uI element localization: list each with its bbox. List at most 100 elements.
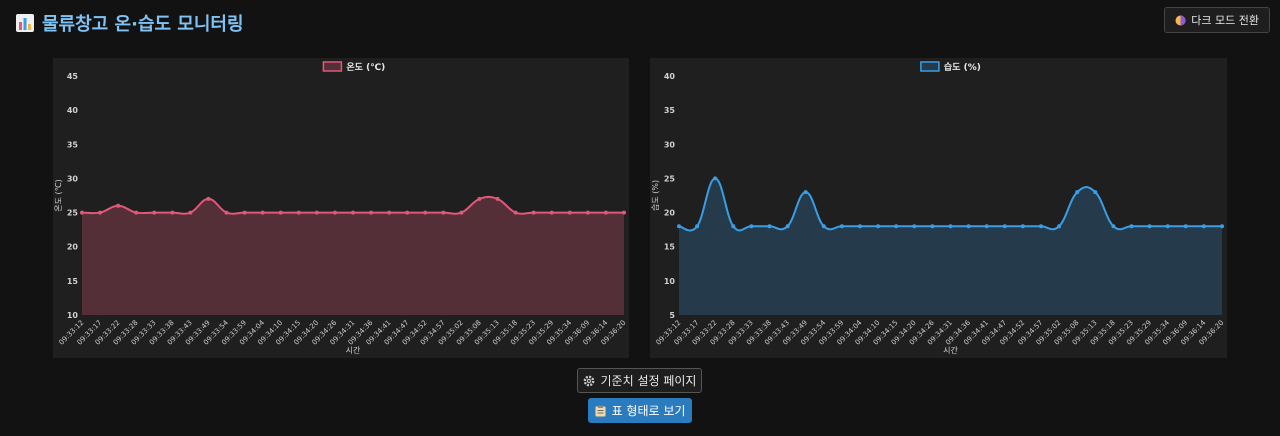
data-point[interactable] bbox=[768, 224, 772, 228]
data-point[interactable] bbox=[188, 211, 192, 215]
page-title: 물류창고 온·습도 모니터링 bbox=[16, 10, 244, 36]
data-point[interactable] bbox=[586, 211, 590, 215]
legend-swatch bbox=[323, 62, 341, 71]
half-moon-icon bbox=[1175, 15, 1186, 26]
data-point[interactable] bbox=[858, 224, 862, 228]
data-point[interactable] bbox=[1039, 224, 1043, 228]
data-point[interactable] bbox=[351, 211, 355, 215]
data-point[interactable] bbox=[152, 211, 156, 215]
data-point[interactable] bbox=[532, 211, 536, 215]
data-point[interactable] bbox=[243, 211, 247, 215]
y-tick-label: 30 bbox=[664, 140, 676, 149]
data-point[interactable] bbox=[116, 204, 120, 208]
data-point[interactable] bbox=[206, 197, 210, 201]
data-point[interactable] bbox=[333, 211, 337, 215]
page-title-text: 물류창고 온·습도 모니터링 bbox=[42, 10, 244, 36]
data-point[interactable] bbox=[677, 224, 681, 228]
data-point[interactable] bbox=[1166, 224, 1170, 228]
legend-swatch bbox=[921, 62, 939, 71]
data-point[interactable] bbox=[822, 224, 826, 228]
x-axis-title: 시간 bbox=[943, 345, 958, 355]
data-point[interactable] bbox=[459, 211, 463, 215]
data-point[interactable] bbox=[279, 211, 283, 215]
y-tick-label: 30 bbox=[67, 174, 79, 183]
data-point[interactable] bbox=[170, 211, 174, 215]
y-tick-label: 45 bbox=[67, 72, 79, 81]
data-point[interactable] bbox=[1202, 224, 1206, 228]
x-axis-title: 시간 bbox=[346, 345, 361, 355]
data-point[interactable] bbox=[967, 224, 971, 228]
data-point[interactable] bbox=[261, 211, 265, 215]
data-point[interactable] bbox=[1111, 224, 1115, 228]
y-axis-title: 온도 (℃) bbox=[54, 179, 63, 212]
y-tick-label: 35 bbox=[67, 140, 79, 149]
y-tick-label: 40 bbox=[664, 72, 676, 81]
gear-icon bbox=[583, 375, 595, 387]
data-point[interactable] bbox=[604, 211, 608, 215]
dark-mode-toggle-button[interactable]: 다크 모드 전환 bbox=[1164, 7, 1270, 33]
data-point[interactable] bbox=[423, 211, 427, 215]
clipboard-icon bbox=[595, 405, 606, 417]
y-tick-label: 25 bbox=[664, 174, 676, 183]
data-point[interactable] bbox=[441, 211, 445, 215]
data-point[interactable] bbox=[297, 211, 301, 215]
data-point[interactable] bbox=[80, 211, 84, 215]
y-tick-label: 15 bbox=[664, 243, 676, 252]
dark-mode-label: 다크 모드 전환 bbox=[1191, 12, 1259, 28]
data-point[interactable] bbox=[985, 224, 989, 228]
y-tick-label: 20 bbox=[664, 209, 676, 218]
data-point[interactable] bbox=[695, 224, 699, 228]
y-tick-label: 15 bbox=[67, 277, 79, 286]
data-point[interactable] bbox=[786, 224, 790, 228]
data-point[interactable] bbox=[369, 211, 373, 215]
y-tick-label: 5 bbox=[669, 311, 675, 320]
data-point[interactable] bbox=[1003, 224, 1007, 228]
data-point[interactable] bbox=[1130, 224, 1134, 228]
data-point[interactable] bbox=[496, 197, 500, 201]
data-point[interactable] bbox=[477, 197, 481, 201]
data-point[interactable] bbox=[1093, 190, 1097, 194]
threshold-settings-button[interactable]: 기준치 설정 페이지 bbox=[577, 368, 702, 393]
data-point[interactable] bbox=[930, 224, 934, 228]
y-tick-label: 10 bbox=[67, 311, 79, 320]
y-tick-label: 40 bbox=[67, 106, 79, 115]
data-point[interactable] bbox=[550, 211, 554, 215]
data-point[interactable] bbox=[1021, 224, 1025, 228]
data-point[interactable] bbox=[804, 190, 808, 194]
data-point[interactable] bbox=[1220, 224, 1224, 228]
legend-label: 습도 (%) bbox=[944, 61, 981, 73]
humidity-chart-panel: 5 10 15 20 25 30 35 40 습도 (%) 시간 습도 (%) 09:33:12 09:… bbox=[650, 58, 1227, 358]
table-view-button[interactable]: 표 형태로 보기 bbox=[588, 398, 692, 423]
data-point[interactable] bbox=[225, 211, 229, 215]
data-point[interactable] bbox=[1075, 190, 1079, 194]
data-point[interactable] bbox=[134, 211, 138, 215]
data-point[interactable] bbox=[876, 224, 880, 228]
temperature-chart-panel: 10 15 20 25 30 35 40 45 온도 (℃) 시간 온도 (℃) 09:33:12 09… bbox=[53, 58, 629, 358]
data-point[interactable] bbox=[98, 211, 102, 215]
data-point[interactable] bbox=[749, 224, 753, 228]
data-point[interactable] bbox=[840, 224, 844, 228]
data-point[interactable] bbox=[894, 224, 898, 228]
data-point[interactable] bbox=[713, 176, 717, 180]
y-tick-label: 25 bbox=[67, 209, 79, 218]
data-point[interactable] bbox=[731, 224, 735, 228]
data-point[interactable] bbox=[912, 224, 916, 228]
legend-label: 온도 (℃) bbox=[346, 62, 385, 73]
y-axis-title: 습도 (%) bbox=[651, 180, 660, 211]
data-point[interactable] bbox=[387, 211, 391, 215]
data-point[interactable] bbox=[949, 224, 953, 228]
data-point[interactable] bbox=[514, 211, 518, 215]
data-point[interactable] bbox=[315, 211, 319, 215]
series-area bbox=[82, 197, 624, 315]
data-point[interactable] bbox=[1184, 224, 1188, 228]
data-point[interactable] bbox=[568, 211, 572, 215]
data-point[interactable] bbox=[622, 211, 626, 215]
data-point[interactable] bbox=[1148, 224, 1152, 228]
threshold-settings-label: 기준치 설정 페이지 bbox=[601, 372, 697, 389]
data-point[interactable] bbox=[1057, 224, 1061, 228]
data-point[interactable] bbox=[405, 211, 409, 215]
y-tick-label: 10 bbox=[664, 277, 676, 286]
series-area bbox=[679, 178, 1222, 315]
bar-chart-icon bbox=[16, 14, 34, 32]
